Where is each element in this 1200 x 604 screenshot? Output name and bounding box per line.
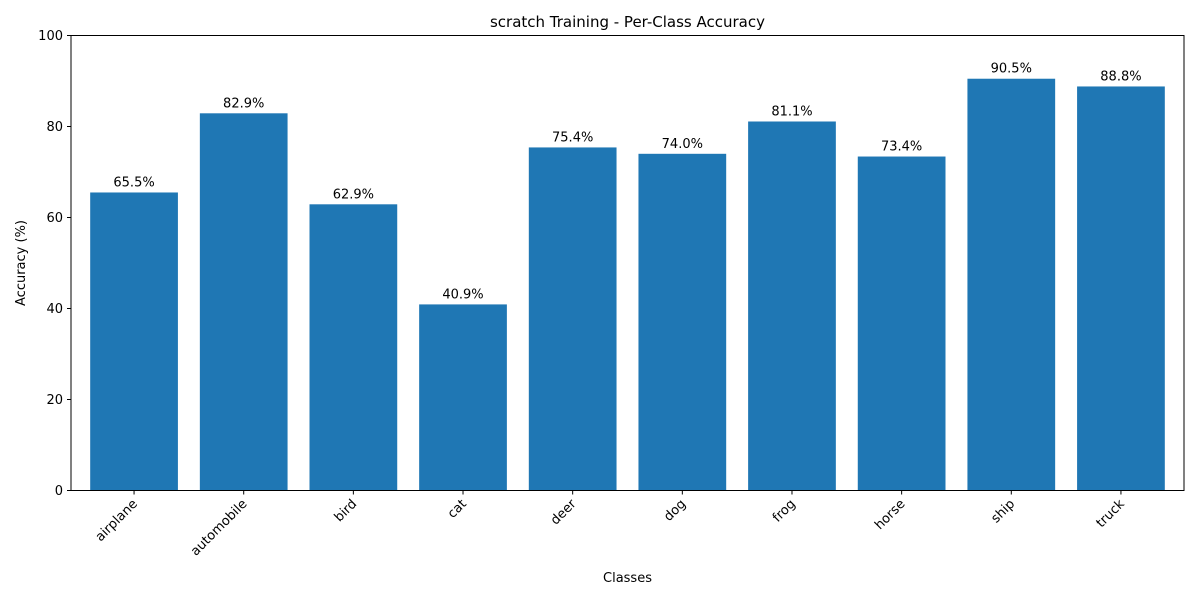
bar-frog — [748, 121, 836, 491]
x-tick-label: airplane — [93, 497, 141, 545]
x-tick-label: truck — [1094, 496, 1129, 531]
bar-value-label: 75.4% — [552, 130, 593, 145]
bar-dog — [638, 153, 727, 491]
chart-title: scratch Training - Per-Class Accuracy — [490, 13, 765, 31]
bars-layer — [90, 78, 1165, 491]
x-tick-label: automobile — [188, 497, 250, 559]
x-tick-label: cat — [445, 497, 470, 522]
bar-value-label: 74.0% — [662, 137, 703, 152]
value-labels-layer: 65.5% 82.9% 62.9% 40.9% 75.4% 74.0% 81.1% 73.4%… — [113, 62, 1141, 303]
y-axis-label: Accuracy (%) — [14, 220, 29, 306]
x-tick-label: ship — [989, 497, 1019, 527]
bar-truck — [1077, 86, 1165, 491]
bar-value-label: 65.5% — [113, 175, 154, 190]
bar-ship — [967, 78, 1056, 491]
x-tick-label: frog — [770, 497, 799, 526]
bar-value-label: 90.5% — [991, 62, 1032, 77]
plot-frame — [70, 35, 1185, 491]
x-tick-label: bird — [332, 497, 360, 525]
y-tick-label: 80 — [46, 120, 63, 135]
x-tick-label: deer — [548, 496, 580, 528]
bar-cat — [419, 304, 507, 491]
bar-value-label: 40.9% — [442, 287, 483, 302]
bar-automobile — [199, 113, 288, 491]
bar-value-label: 82.9% — [223, 96, 264, 111]
x-tick-label: horse — [872, 497, 908, 533]
bar-airplane — [90, 192, 178, 491]
bar-deer — [528, 147, 617, 491]
bar-bird — [309, 204, 398, 491]
bar-value-label: 81.1% — [771, 104, 812, 119]
y-tick-label: 0 — [55, 484, 63, 499]
bar-value-label: 88.8% — [1100, 69, 1141, 84]
bar-value-label: 62.9% — [333, 187, 374, 202]
x-axis-label: Classes — [603, 571, 652, 586]
y-tick-label: 100 — [38, 29, 63, 44]
bar-horse — [857, 156, 946, 491]
y-tick-label: 20 — [46, 393, 63, 408]
x-axis: airplane automobile bird cat deer dog frog hors… — [93, 490, 1129, 559]
y-tick-label: 60 — [46, 211, 63, 226]
y-tick-label: 40 — [46, 302, 63, 317]
y-axis: 0 20 40 60 80 100 — [38, 29, 71, 499]
x-tick-label: dog — [661, 497, 689, 525]
bar-value-label: 73.4% — [881, 140, 922, 155]
